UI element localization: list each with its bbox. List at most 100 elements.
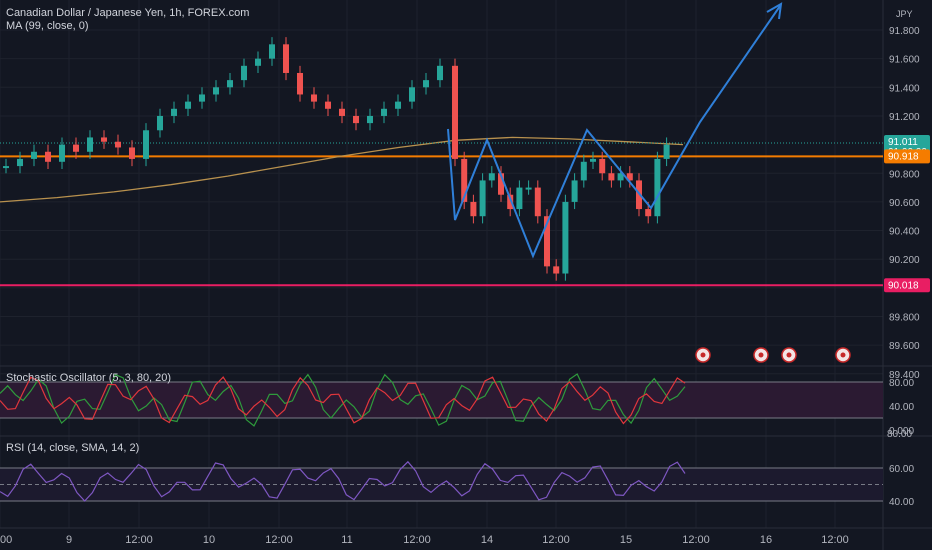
candle-body bbox=[269, 44, 275, 59]
event-dot-icon bbox=[840, 352, 846, 358]
candle-body bbox=[143, 130, 149, 159]
candle-body bbox=[516, 187, 523, 210]
event-dot-icon bbox=[700, 352, 706, 358]
candle-body bbox=[571, 180, 578, 202]
time-tick-label: 15 bbox=[620, 534, 632, 546]
time-tick-label: 14 bbox=[481, 534, 493, 546]
rsi-pane[interactable] bbox=[0, 460, 883, 502]
price-tick-label: 90.400 bbox=[889, 227, 920, 238]
candle-body bbox=[59, 144, 65, 162]
candle-body bbox=[115, 141, 121, 148]
resistance-price-value: 90.918 bbox=[888, 151, 919, 162]
ma-line bbox=[0, 136, 684, 203]
candle-body bbox=[227, 80, 233, 88]
time-tick-label: 10 bbox=[203, 534, 215, 546]
candle-body bbox=[157, 115, 163, 131]
time-tick-label: 12:00 bbox=[125, 534, 153, 546]
price-tick-label: 91.800 bbox=[889, 26, 920, 37]
chart-title: Canadian Dollar / Japanese Yen, 1h, FORE… bbox=[6, 7, 249, 19]
candle-body bbox=[101, 137, 107, 142]
stoch-tick-label: 0.000 bbox=[889, 426, 914, 437]
rsi-tick-label: 40.00 bbox=[889, 497, 914, 508]
stoch-k-line bbox=[0, 373, 686, 427]
event-dot-icon bbox=[758, 352, 764, 358]
last-price-value: 91.011 bbox=[888, 137, 918, 148]
candle-body bbox=[580, 161, 587, 181]
candle-body bbox=[129, 147, 135, 159]
candle-body bbox=[255, 58, 261, 66]
candle-body bbox=[353, 115, 359, 124]
candle-body bbox=[171, 108, 177, 116]
candle-body bbox=[17, 158, 23, 167]
candle-body bbox=[617, 173, 624, 181]
support-price-badge bbox=[884, 278, 930, 293]
candle-body bbox=[608, 173, 615, 181]
candle-body bbox=[654, 158, 661, 217]
candle-body bbox=[470, 201, 477, 217]
price-tick-label: 89.800 bbox=[889, 313, 920, 324]
candle-body bbox=[590, 158, 596, 162]
stoch-d-line bbox=[0, 376, 686, 425]
time-tick-label: 12:00 bbox=[682, 534, 710, 546]
stoch-tick-label: 40.00 bbox=[889, 402, 914, 413]
candle-body bbox=[73, 144, 79, 152]
candle-body bbox=[461, 158, 468, 202]
candle-body bbox=[185, 101, 191, 109]
price-tick-label: 91.400 bbox=[889, 83, 920, 94]
candle-body bbox=[45, 151, 51, 162]
ma-label: MA (99, close, 0) bbox=[6, 20, 89, 32]
time-tick-label: 12:00 bbox=[403, 534, 431, 546]
projection-arrowhead bbox=[766, 2, 783, 20]
price-tick-label: 89.600 bbox=[889, 341, 920, 352]
price-tick-label: 90.600 bbox=[889, 198, 920, 209]
currency-label: JPY bbox=[896, 9, 913, 19]
candle-body bbox=[599, 158, 606, 174]
candle-body bbox=[367, 115, 373, 124]
candle-body bbox=[213, 87, 219, 95]
time-tick-label: 9 bbox=[66, 534, 72, 546]
time-tick-label: 12:00 bbox=[821, 534, 849, 546]
candle-body bbox=[479, 180, 486, 217]
candle-body bbox=[381, 108, 387, 116]
price-tick-label: 89.400 bbox=[889, 370, 920, 381]
price-tick-label: 90.800 bbox=[889, 169, 920, 180]
price-pane[interactable] bbox=[0, 2, 883, 363]
candle-body bbox=[241, 65, 247, 81]
candle-body bbox=[3, 166, 9, 169]
candle-body bbox=[544, 216, 550, 267]
time-tick-label: 12:00 bbox=[542, 534, 570, 546]
stoch-tick-label: 80.00 bbox=[889, 378, 914, 389]
candle-body bbox=[562, 201, 569, 274]
candle-body bbox=[199, 94, 205, 102]
time-tick-label: 12:00 bbox=[265, 534, 293, 546]
candle-body bbox=[663, 144, 670, 159]
candle-body bbox=[31, 151, 37, 159]
candle-body bbox=[525, 187, 532, 190]
candle-body bbox=[437, 65, 443, 81]
candle-body bbox=[283, 44, 289, 73]
candle-body bbox=[409, 87, 415, 102]
stochastic-pane[interactable] bbox=[0, 373, 883, 427]
rsi-line bbox=[0, 460, 686, 502]
stoch-label: Stochastic Oscillator (5, 3, 80, 20) bbox=[6, 372, 171, 384]
candle-body bbox=[645, 209, 652, 217]
candle-body bbox=[339, 108, 345, 116]
time-tick-label: 16 bbox=[760, 534, 772, 546]
event-dot-icon bbox=[786, 352, 792, 358]
candle-body bbox=[452, 65, 458, 159]
price-tick-label: 91.200 bbox=[889, 112, 920, 123]
rsi-label: RSI (14, close, SMA, 14, 2) bbox=[6, 442, 139, 454]
candle-body bbox=[626, 173, 633, 181]
rsi-tick-label: 60.00 bbox=[889, 464, 914, 475]
support-price-value: 90.018 bbox=[888, 280, 919, 291]
pattern-drawing bbox=[447, 5, 781, 259]
price-tick-label: 91.600 bbox=[889, 55, 920, 66]
candle-body bbox=[498, 173, 504, 195]
rsi-top-tick: 80.00 bbox=[887, 429, 912, 440]
time-tick-label: 11 bbox=[341, 534, 352, 546]
candle-body bbox=[423, 80, 429, 88]
